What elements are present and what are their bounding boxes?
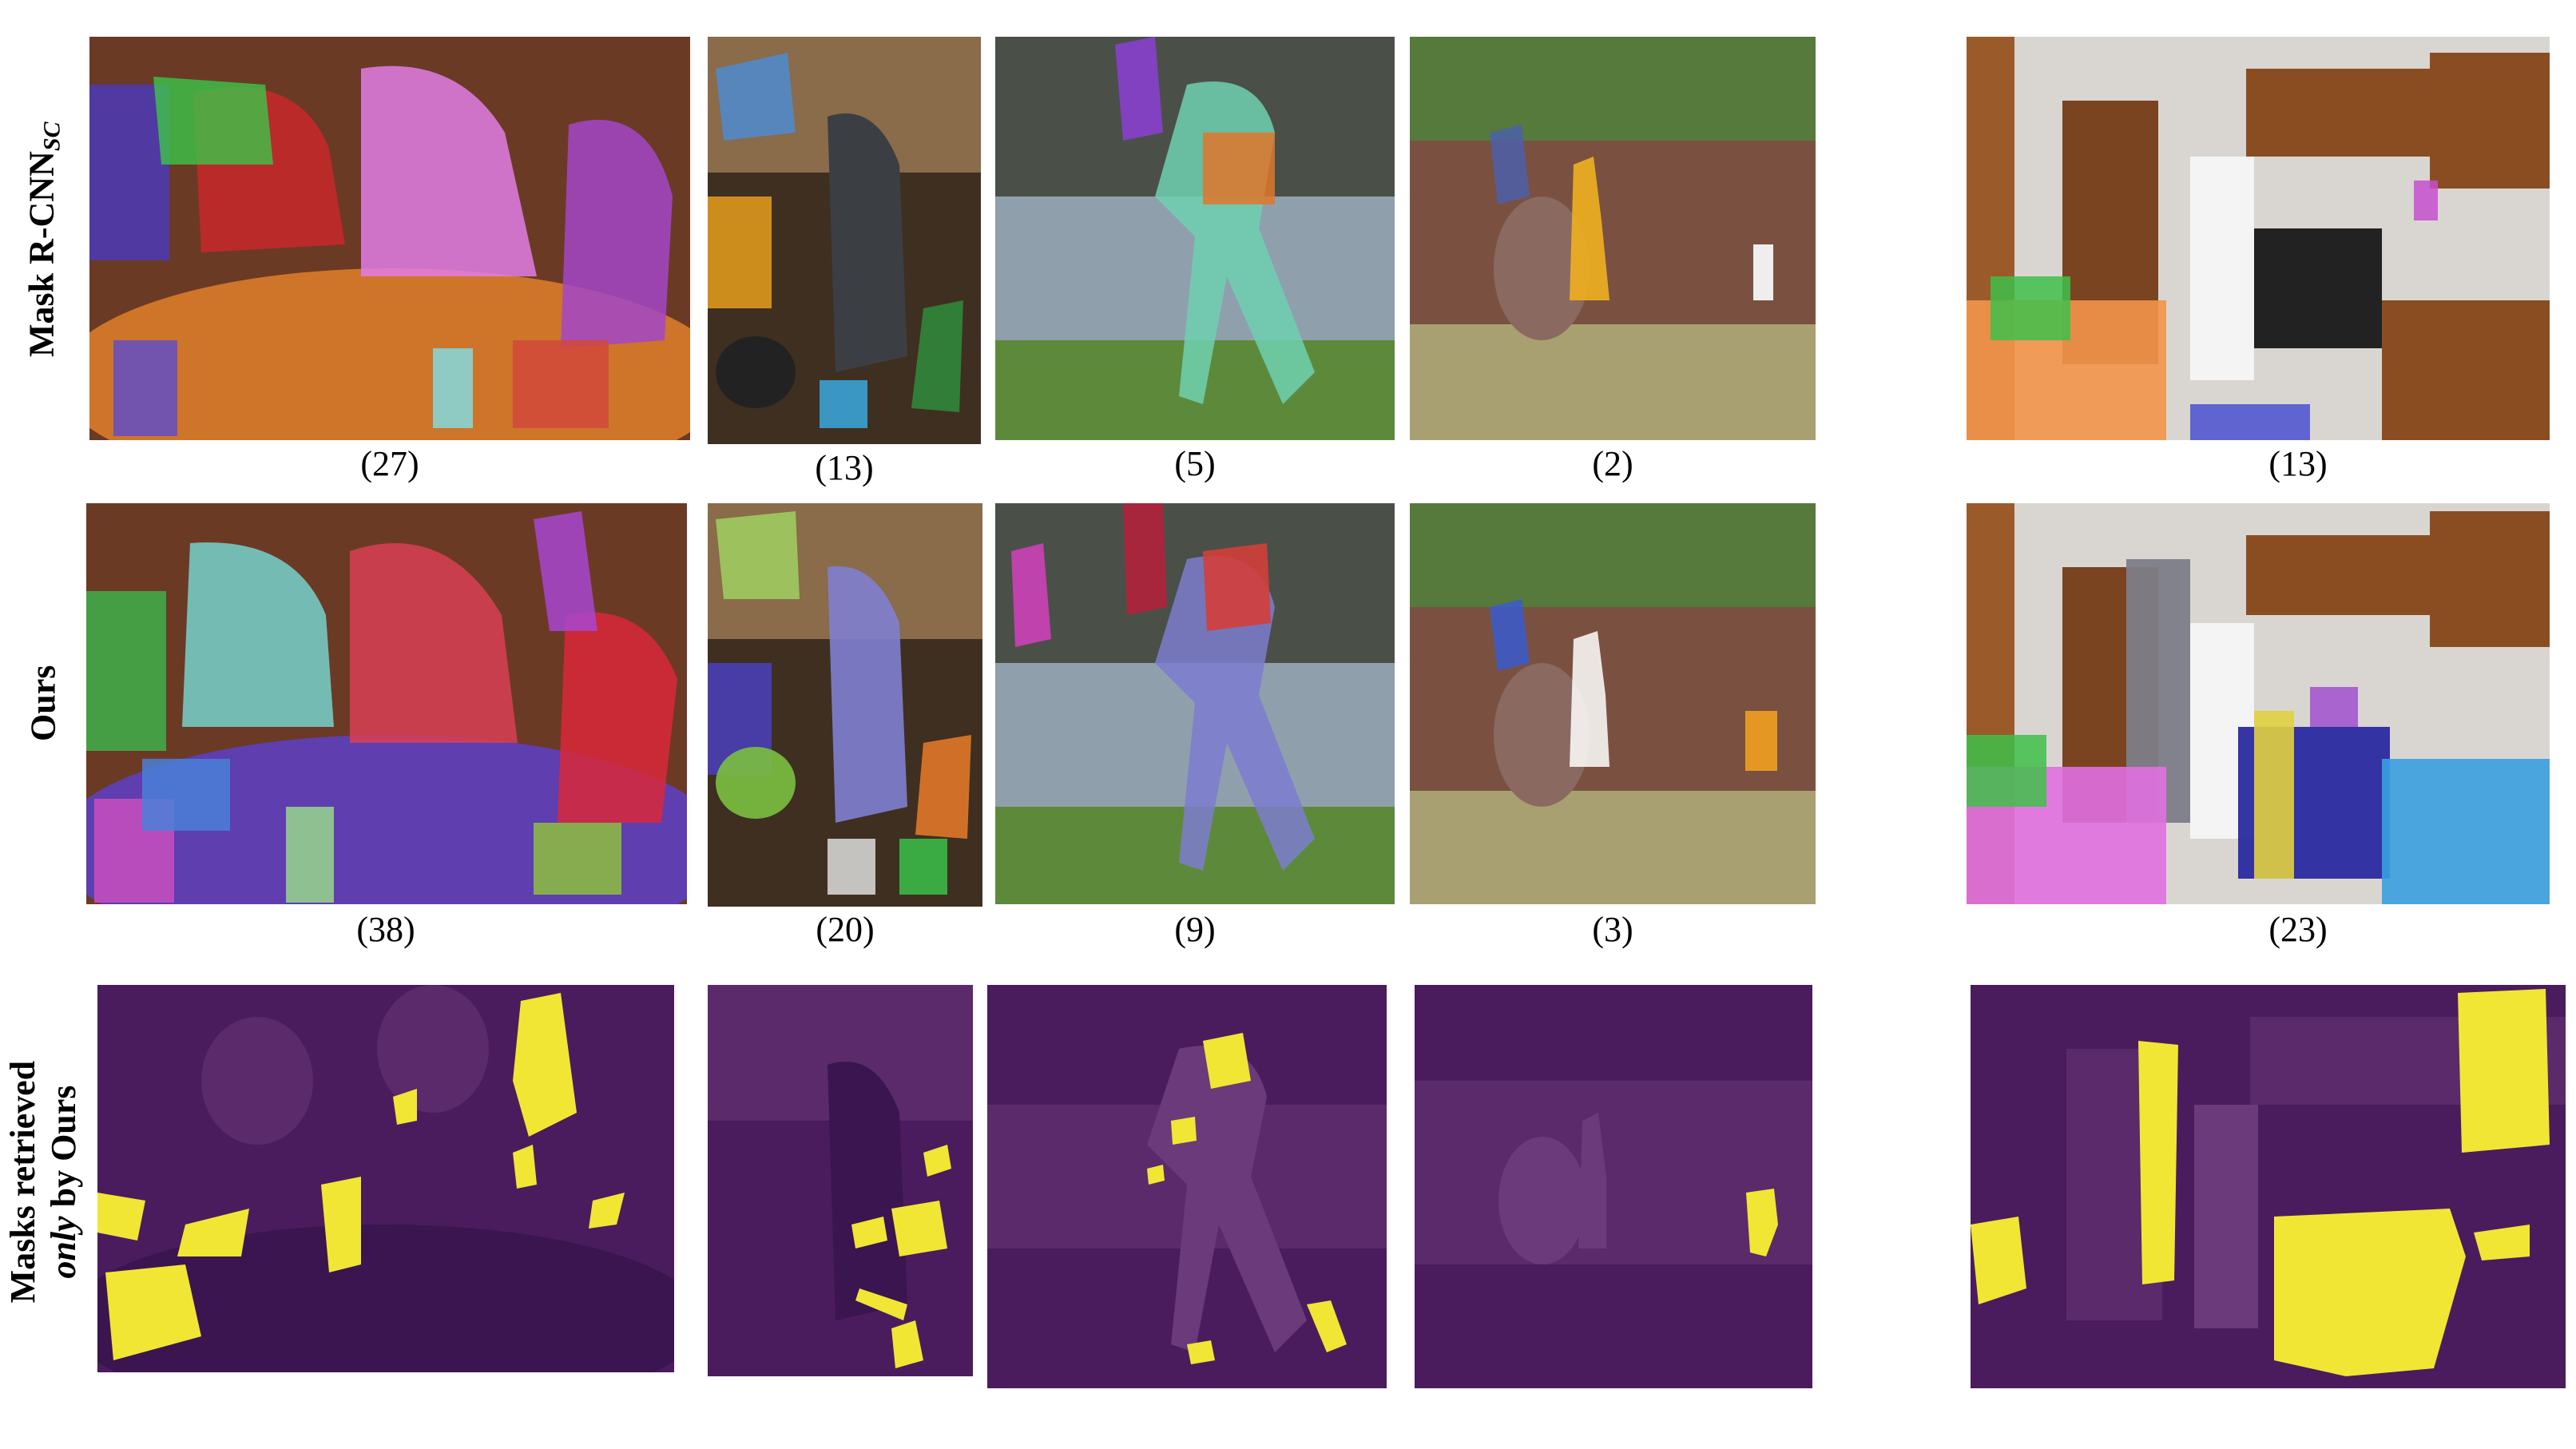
ours-panel-5 bbox=[1967, 503, 2550, 904]
row-label-ours: Ours bbox=[23, 665, 63, 741]
row-label-masks-retrieved: Masks retrieved only by Ours bbox=[3, 1061, 84, 1304]
retrieved-panel-4 bbox=[1415, 985, 1812, 1388]
count-maskrcnn-1: (27) bbox=[360, 444, 419, 483]
maskrcnn-panel-3 bbox=[995, 37, 1395, 440]
row-label-maskrcnn: Mask R-CNNSC bbox=[22, 121, 65, 358]
retrieved-panel-1 bbox=[97, 985, 674, 1372]
ours-panel-4 bbox=[1410, 503, 1816, 904]
count-maskrcnn-2: (13) bbox=[815, 448, 874, 487]
count-maskrcnn-3: (5) bbox=[1174, 444, 1216, 483]
count-maskrcnn-4: (2) bbox=[1592, 444, 1633, 483]
count-maskrcnn-5: (13) bbox=[2268, 444, 2328, 483]
count-ours-3: (9) bbox=[1174, 910, 1216, 949]
retrieved-panel-3 bbox=[987, 985, 1387, 1388]
count-ours-1: (38) bbox=[356, 910, 415, 949]
ours-panel-1 bbox=[86, 503, 687, 904]
ours-panel-2 bbox=[708, 503, 982, 907]
count-ours-5: (23) bbox=[2268, 910, 2328, 949]
ours-panel-3 bbox=[995, 503, 1395, 904]
maskrcnn-panel-5 bbox=[1967, 37, 2550, 440]
maskrcnn-panel-4 bbox=[1410, 37, 1816, 440]
retrieved-panel-2 bbox=[708, 985, 973, 1376]
maskrcnn-panel-2 bbox=[708, 37, 981, 444]
maskrcnn-panel-1 bbox=[89, 37, 690, 440]
count-ours-2: (20) bbox=[816, 910, 875, 949]
count-ours-4: (3) bbox=[1592, 910, 1633, 949]
retrieved-panel-5 bbox=[1971, 985, 2566, 1388]
